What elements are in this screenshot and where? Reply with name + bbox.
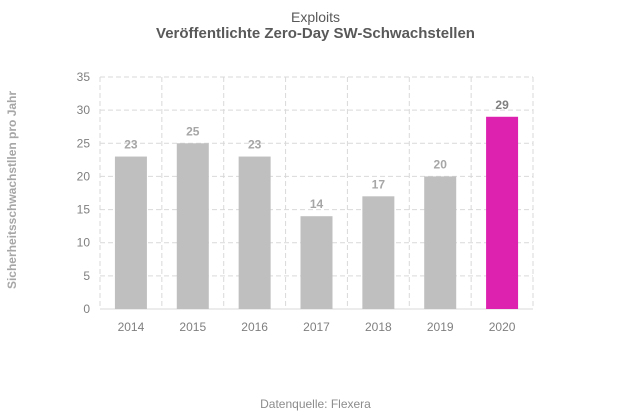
chart-supertitle: Exploits: [290, 9, 341, 25]
y-tick-label: 5: [83, 269, 90, 283]
bar-2018: [362, 196, 395, 309]
y-tick-label: 0: [83, 302, 90, 316]
y-tick-label: 20: [77, 169, 91, 183]
data-label-2017: 14: [310, 197, 324, 211]
data-label-2016: 23: [248, 138, 262, 152]
bar-2017: [300, 216, 333, 309]
y-tick-label: 10: [77, 236, 91, 250]
bar-2015: [176, 143, 209, 309]
data-label-2019: 20: [434, 157, 448, 171]
y-tick-label: 30: [77, 103, 91, 117]
data-label-2015: 25: [186, 124, 200, 138]
chart-title: Veröffentlichte Zero-Day SW-Schwachstell…: [156, 25, 475, 42]
x-tick-label-2017: 2017: [303, 320, 330, 334]
bar-2019: [424, 176, 457, 309]
bar-2020: [486, 116, 519, 310]
x-axis-ticks: 2014 2015 2016 2017 2018 2019 2020: [118, 320, 516, 334]
x-tick-label-2019: 2019: [427, 320, 454, 334]
y-axis-ticks: 0 5 10 15 20 25 30 35: [77, 70, 91, 316]
data-labels: 23 25 23 14 17 20 29: [124, 98, 509, 211]
x-tick-label-2014: 2014: [118, 320, 145, 334]
bars: [114, 116, 519, 310]
bar-2014: [114, 156, 147, 309]
data-label-2018: 17: [372, 177, 386, 191]
x-tick-label-2018: 2018: [365, 320, 392, 334]
data-label-2014: 23: [124, 138, 138, 152]
data-source-note: Datenquelle: Flexera: [260, 397, 371, 411]
y-tick-label: 15: [77, 203, 91, 217]
x-tick-label-2015: 2015: [179, 320, 206, 334]
x-tick-label-2016: 2016: [241, 320, 268, 334]
bar-2016: [238, 156, 271, 309]
data-label-2020: 29: [495, 98, 509, 112]
gridlines: [99, 76, 534, 310]
y-tick-label: 25: [77, 136, 91, 150]
y-tick-label: 35: [77, 70, 91, 84]
y-axis-label: Sicherheitsschwachstllen pro Jahr: [5, 91, 19, 289]
x-tick-label-2020: 2020: [489, 320, 516, 334]
